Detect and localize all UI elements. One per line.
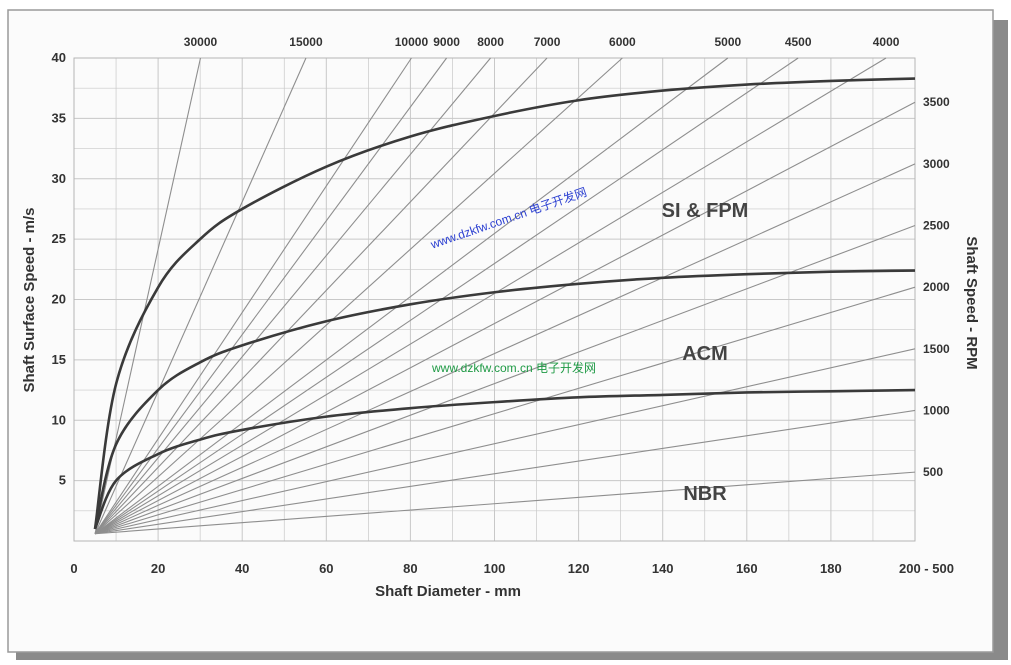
y-tick-label: 25 bbox=[52, 231, 66, 246]
rpm-label: 5000 bbox=[715, 35, 742, 49]
rpm-line bbox=[94, 163, 916, 535]
rpm-line bbox=[94, 57, 887, 535]
rpm-label: 30000 bbox=[184, 35, 218, 49]
x-tick-label: 40 bbox=[235, 561, 249, 576]
rpm-label: 9000 bbox=[433, 35, 460, 49]
rpm-line bbox=[94, 57, 548, 535]
rpm-line bbox=[94, 57, 307, 534]
x-tick-label: 80 bbox=[403, 561, 417, 576]
rpm-line bbox=[94, 286, 916, 535]
rpm-line bbox=[94, 225, 916, 535]
y-tick-label: 15 bbox=[52, 352, 66, 367]
plot-area bbox=[73, 57, 916, 542]
x-tick-label: 20 bbox=[151, 561, 165, 576]
y-tick-label: 10 bbox=[52, 412, 66, 427]
curve-label-si-fpm: SI & FPM bbox=[662, 200, 749, 222]
y2-axis-title: Shaft Speed - RPM bbox=[963, 236, 980, 369]
rpm-line bbox=[94, 409, 916, 535]
material-curves bbox=[93, 77, 916, 530]
rpm-line bbox=[94, 57, 491, 535]
rpm-line bbox=[94, 57, 448, 535]
y-tick-label: 30 bbox=[52, 171, 66, 186]
y-tick-label: 5 bbox=[59, 473, 66, 488]
x-axis-title: Shaft Diameter - mm bbox=[375, 583, 521, 600]
tick-labels: 0 20 40 60 80 100 120 140 160 180 200 - 500 5 10 15 20… bbox=[52, 50, 954, 576]
grid bbox=[73, 57, 916, 542]
x-tick-label: 140 bbox=[652, 561, 674, 576]
rpm-label: 3000 bbox=[923, 157, 950, 171]
rpm-label: 2000 bbox=[923, 280, 950, 294]
rpm-label: 15000 bbox=[289, 35, 323, 49]
rpm-line bbox=[94, 57, 799, 535]
rpm-line bbox=[94, 471, 916, 535]
x-tick-label: 160 bbox=[736, 561, 758, 576]
y-tick-label: 40 bbox=[52, 50, 66, 65]
rpm-line bbox=[94, 57, 729, 535]
curve-label-acm: ACM bbox=[682, 343, 728, 365]
rpm-label: 8000 bbox=[477, 35, 504, 49]
rpm-label: 2500 bbox=[923, 219, 950, 233]
y-tick-label: 20 bbox=[52, 292, 66, 307]
curve-acm bbox=[93, 269, 916, 530]
rpm-label: 6000 bbox=[609, 35, 636, 49]
rpm-label: 1500 bbox=[923, 342, 950, 356]
x-tick-label: 60 bbox=[319, 561, 333, 576]
x-tick-label: 180 bbox=[820, 561, 842, 576]
curve-si-fpm bbox=[93, 77, 916, 530]
rpm-label: 500 bbox=[923, 465, 943, 479]
rpm-line bbox=[94, 348, 916, 535]
rpm-label: 3500 bbox=[923, 95, 950, 109]
watermark-horizontal: www.dzkfw.com.cn 电子开发网 bbox=[431, 360, 596, 375]
rpm-label: 4000 bbox=[873, 35, 900, 49]
x-tick-label: 120 bbox=[568, 561, 590, 576]
rpm-label: 10000 bbox=[395, 35, 429, 49]
page-background bbox=[7, 9, 994, 653]
rpm-label: 1000 bbox=[923, 403, 950, 417]
rpm-line bbox=[94, 101, 916, 535]
x-tick-label: 200 - 500 bbox=[899, 561, 954, 576]
curve-nbr bbox=[93, 388, 916, 530]
x-tick-label: 0 bbox=[70, 561, 77, 576]
rpm-line bbox=[94, 57, 412, 535]
curve-label-nbr: NBR bbox=[683, 483, 727, 505]
rpm-line bbox=[94, 57, 623, 535]
y-axis-title: Shaft Surface Speed - m/s bbox=[21, 207, 38, 392]
x-tick-label: 100 bbox=[484, 561, 506, 576]
rpm-label: 4500 bbox=[785, 35, 812, 49]
y-tick-label: 35 bbox=[52, 110, 66, 125]
rpm-label: 7000 bbox=[534, 35, 561, 49]
